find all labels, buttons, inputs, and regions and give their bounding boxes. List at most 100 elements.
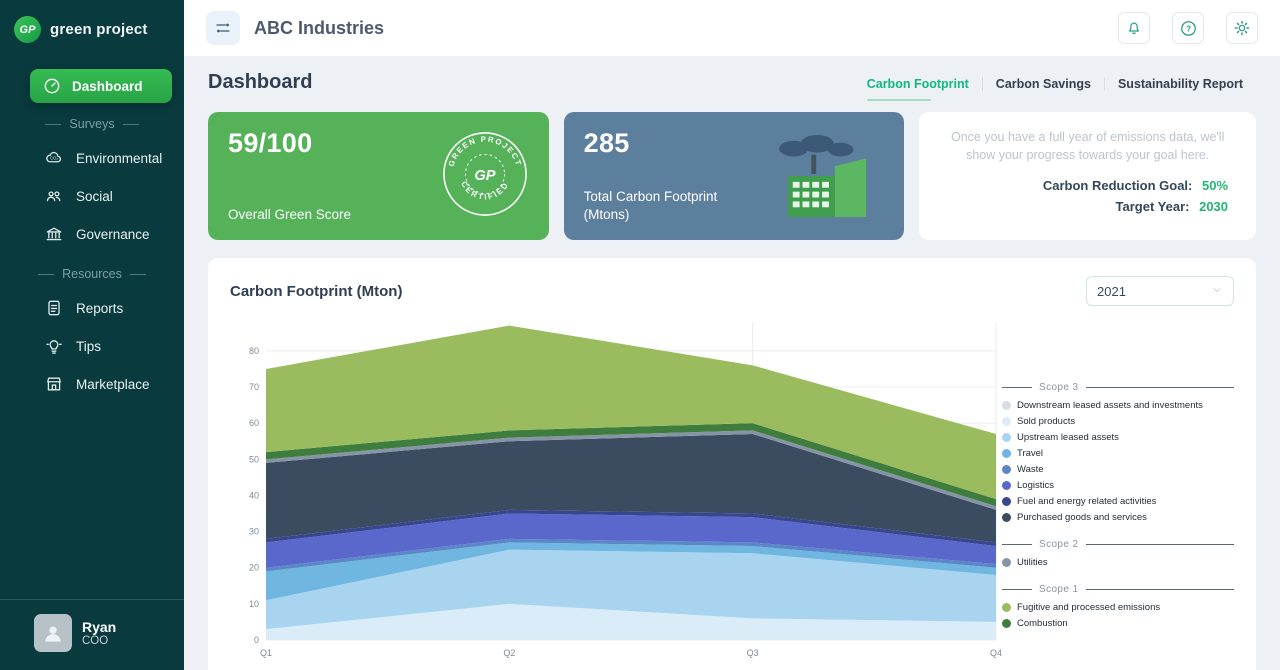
certified-badge: GREEN PROJECT CERTIFIED GP (441, 130, 529, 223)
tab-carbon-savings[interactable]: Carbon Savings (981, 77, 1104, 91)
green-score-value: 59/100 (228, 128, 313, 158)
y-tick-label: 0 (254, 635, 259, 645)
year-dropdown-value: 2021 (1097, 283, 1126, 299)
area-series-7 (266, 430, 996, 510)
legend-item: Travel (1002, 448, 1234, 459)
tabs: Carbon Footprint Carbon Savings Sustaina… (854, 77, 1256, 101)
sidebar-item-environmental[interactable]: CO₂ Environmental (0, 139, 184, 177)
legend-group: Scope 3 Downstream leased assets and inve… (1002, 382, 1234, 523)
total-footprint-label: Total Carbon Footprint (Mtons) (583, 188, 718, 222)
sidebar-item-marketplace[interactable]: Marketplace (0, 365, 184, 403)
avatar (34, 614, 72, 652)
legend-dot (1002, 497, 1011, 506)
section-label: Surveys (69, 117, 115, 131)
goal-year-line: Target Year: 2030 (937, 199, 1238, 214)
sidebar-item-social[interactable]: Social (0, 177, 184, 215)
svg-text:GREEN PROJECT: GREEN PROJECT (446, 134, 523, 167)
tab-carbon-footprint[interactable]: Carbon Footprint (854, 77, 982, 101)
question-circle-icon: ? (1180, 20, 1196, 36)
main-area: ABC Industries ? Das (184, 0, 1280, 670)
user-profile[interactable]: Ryan COO (0, 599, 184, 670)
area-series-1 (266, 549, 996, 630)
sidebar-item-governance[interactable]: Governance (0, 215, 184, 253)
legend-item: Fuel and energy related activities (1002, 496, 1234, 507)
badge-top-text: GREEN PROJECT (446, 134, 521, 167)
area-series-8 (266, 423, 996, 507)
section-surveys: Surveys (0, 117, 184, 131)
legend-dot (1002, 603, 1011, 612)
user-name: Ryan (82, 618, 117, 635)
sidebar-item-dashboard[interactable]: Dashboard (30, 69, 172, 103)
section-label: Resources (62, 267, 122, 281)
target-year-label: Target Year: (1115, 199, 1190, 215)
notifications-button[interactable] (1118, 12, 1150, 44)
x-tick-label: Q4 (990, 648, 1002, 658)
legend-group-title: Scope 3 (1002, 382, 1234, 393)
goal-message: Once you have a full year of emissions d… (951, 130, 1225, 163)
x-tick-label: Q1 (260, 648, 272, 658)
legend-dot (1002, 433, 1011, 442)
sidebar-item-label: Dashboard (72, 78, 143, 94)
settings-button[interactable] (1226, 12, 1258, 44)
goal-value: 50% (1201, 178, 1229, 194)
co2-cloud-icon: CO₂ (46, 151, 62, 163)
chart-legend: Scope 3 Downstream leased assets and inve… (1002, 312, 1234, 664)
sidebar-item-label: Governance (76, 226, 150, 242)
total-footprint-card: 285 Total Carbon Footprint (Mtons) (563, 112, 905, 240)
x-tick-label: Q3 (747, 648, 759, 658)
sidebar-item-reports[interactable]: Reports (0, 289, 184, 327)
sidebar: GP green project Dashboard Surveys CO₂ E… (0, 0, 184, 670)
user-role: COO (82, 635, 109, 648)
area-series-5 (266, 509, 996, 547)
y-tick-label: 80 (249, 346, 259, 356)
y-tick-label: 40 (249, 490, 259, 500)
person-icon (45, 626, 61, 642)
sidebar-item-label: Reports (76, 300, 124, 316)
sidebar-item-tips[interactable]: Tips (0, 327, 184, 365)
sidebar-item-label: Environmental (76, 150, 163, 166)
y-tick-label: 30 (249, 527, 259, 537)
area-series-0 (266, 603, 996, 640)
legend-item: Sold products (1002, 416, 1234, 427)
legend-item: Waste (1002, 464, 1234, 475)
goal-reduction-line: Carbon Reduction Goal: 50% (937, 178, 1238, 193)
area-series-9 (266, 325, 996, 500)
chart-title: Carbon Footprint (Mton) (230, 282, 403, 300)
lightbulb-icon (46, 340, 62, 354)
svg-text:?: ? (1185, 23, 1190, 33)
total-footprint-value: 285 (583, 128, 630, 158)
legend-dot (1002, 401, 1011, 410)
storefront-icon (47, 377, 61, 391)
y-tick-label: 50 (249, 454, 259, 464)
goal-card: Once you have a full year of emissions d… (919, 112, 1257, 240)
tab-sustainability-report[interactable]: Sustainability Report (1103, 77, 1256, 91)
area-series-4 (266, 513, 996, 568)
svg-text:CO₂: CO₂ (50, 156, 58, 161)
help-button[interactable]: ? (1172, 12, 1204, 44)
sidebar-nav: Dashboard Surveys CO₂ Environmental Soci… (0, 57, 184, 599)
legend-dot (1002, 619, 1011, 628)
topbar: ABC Industries ? (184, 0, 1280, 57)
menu-toggle-button[interactable] (206, 11, 240, 45)
document-icon (48, 300, 60, 316)
bell-icon (1128, 22, 1140, 35)
year-dropdown[interactable]: 2021 (1086, 276, 1234, 306)
sidebar-item-label: Marketplace (76, 376, 150, 392)
brand-logo-icon: GP (14, 16, 41, 43)
y-tick-label: 10 (249, 599, 259, 609)
legend-group: Scope 2 Utilities (1002, 539, 1234, 568)
green-score-label: Overall Green Score (228, 206, 352, 222)
legend-item: Downstream leased assets and investments (1002, 400, 1234, 411)
filter-lines-icon (216, 23, 230, 33)
sidebar-item-label: Tips (76, 338, 102, 354)
section-resources: Resources (0, 267, 184, 281)
legend-dot (1002, 558, 1011, 567)
area-series-2 (266, 542, 996, 601)
legend-item: Fugitive and processed emissions (1002, 602, 1234, 613)
legend-group: Scope 1 Fugitive and processed emissions C… (1002, 584, 1234, 629)
y-tick-label: 70 (249, 382, 259, 392)
badge-initials: GP (474, 167, 495, 183)
legend-dot (1002, 481, 1011, 490)
target-year-value: 2030 (1199, 199, 1229, 215)
legend-dot (1002, 465, 1011, 474)
